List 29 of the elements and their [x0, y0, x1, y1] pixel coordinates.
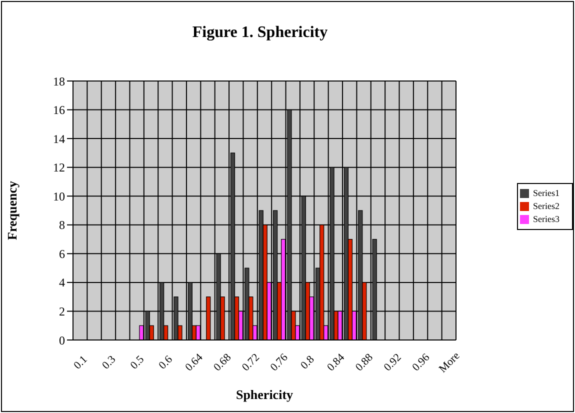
legend-label: Series1: [533, 188, 560, 198]
x-tick-label: 0.72: [240, 352, 262, 374]
legend-label: Series2: [533, 201, 560, 211]
y-tick-label: 18: [53, 74, 65, 88]
x-tick-label: 0.88: [353, 351, 376, 374]
x-tick-label: 0.1: [72, 353, 90, 372]
y-tick-label: 6: [59, 246, 65, 261]
x-tick-label: 0.3: [100, 353, 119, 372]
x-tick-label: 0.64: [183, 351, 206, 374]
x-tick-label: 0.96: [410, 351, 433, 374]
x-tick-label: 0.6: [156, 353, 176, 372]
y-tick-label: 2: [59, 304, 65, 318]
y-tick-label: 12: [53, 160, 65, 175]
x-tick-label: 0.76: [268, 351, 291, 374]
x-axis-title: Sphericity: [236, 387, 294, 402]
y-tick-label: 8: [59, 218, 65, 232]
y-tick-label: 0: [59, 333, 65, 348]
x-tick-label: 0.68: [211, 351, 234, 374]
y-tick-label: 4: [59, 276, 65, 290]
legend-label: Series3: [533, 214, 560, 224]
y-tick-label: 14: [53, 132, 65, 146]
y-tick-label: 10: [53, 189, 65, 204]
y-tick-label: 16: [53, 103, 65, 118]
x-tick-label: 0.5: [128, 353, 147, 372]
y-axis-title: Frequency: [4, 180, 20, 240]
chart-title: Figure 1. Sphericity: [191, 24, 329, 42]
x-tick-label: 0.84: [324, 351, 348, 374]
x-tick-label: 0.92: [382, 352, 404, 374]
x-tick-label: 0.8: [298, 353, 318, 372]
